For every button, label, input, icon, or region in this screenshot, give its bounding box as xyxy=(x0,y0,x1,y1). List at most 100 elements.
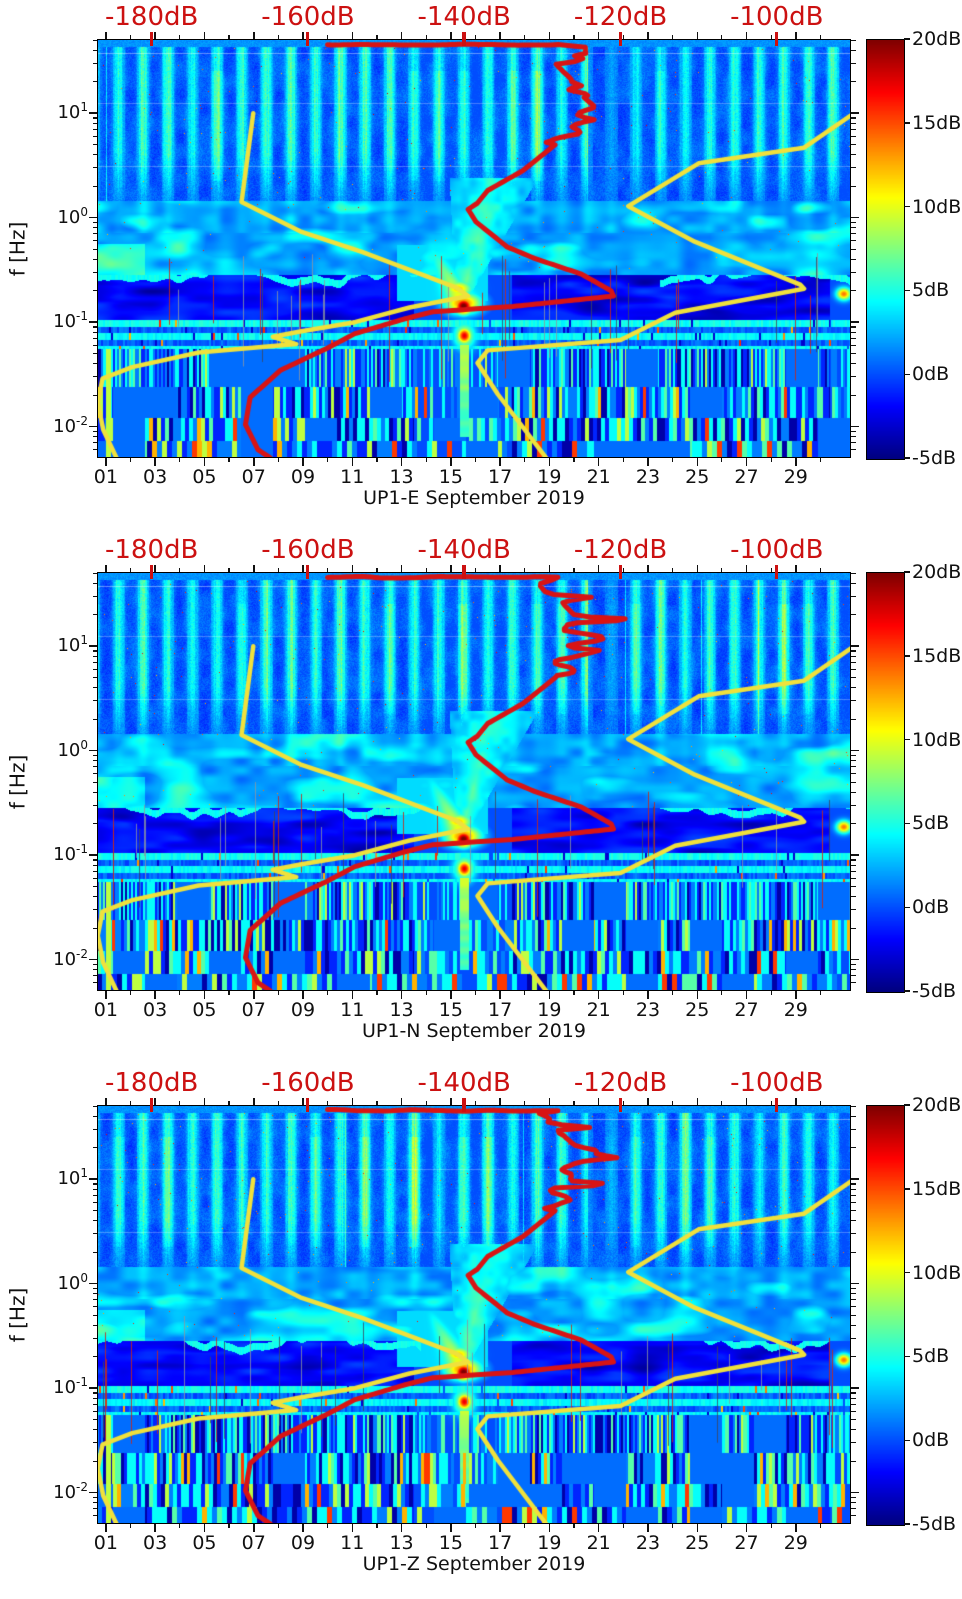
y-minor-tick-left xyxy=(92,823,97,825)
y-minor-tick-left xyxy=(92,877,97,879)
x-major-tick xyxy=(203,991,206,999)
y-minor-tick-left xyxy=(92,677,97,679)
colorbar-tick xyxy=(904,1439,910,1441)
y-minor-tick-right xyxy=(851,122,856,124)
x-minor-tick xyxy=(524,1524,526,1528)
panel-title: UP1-N September 2019 xyxy=(362,1020,586,1042)
x-major-tick-top xyxy=(154,1098,156,1105)
x-minor-tick xyxy=(376,1524,378,1528)
y-minor-tick-right xyxy=(851,344,856,346)
top-db-tick xyxy=(462,1098,466,1112)
colorbar-tick xyxy=(904,1188,910,1190)
y-minor-tick-right xyxy=(851,975,856,977)
x-major-tick xyxy=(548,1524,551,1532)
x-tick-label: 25 xyxy=(685,1532,710,1554)
x-minor-tick-top xyxy=(277,1101,279,1105)
y-minor-tick-right xyxy=(851,1233,856,1235)
top-db-label: -140dB xyxy=(417,1068,511,1098)
x-major-tick-top xyxy=(105,565,107,572)
y-minor-tick-right xyxy=(851,870,856,872)
y-minor-tick-left xyxy=(92,62,97,64)
x-tick-label: 21 xyxy=(586,999,611,1021)
y-minor-tick-left xyxy=(92,1410,97,1412)
x-tick-label: 29 xyxy=(783,999,808,1021)
y-major-tick-left xyxy=(89,645,97,647)
x-major-tick-top xyxy=(351,32,354,39)
x-tick-label: 23 xyxy=(635,466,661,488)
colorbar-label: 20dB xyxy=(912,1094,962,1116)
y-minor-tick-right xyxy=(851,687,856,689)
x-major-tick-top xyxy=(302,565,304,572)
colorbar-tick xyxy=(904,457,910,459)
y-minor-tick-left xyxy=(92,353,97,355)
x-major-tick xyxy=(745,1524,748,1532)
x-major-tick-top xyxy=(795,32,797,39)
y-minor-tick-right xyxy=(851,661,856,663)
y-minor-tick-right xyxy=(851,258,856,260)
x-major-tick xyxy=(795,1524,797,1532)
y-minor-tick-left xyxy=(92,700,97,702)
x-major-tick xyxy=(450,991,452,999)
y-minor-tick-right xyxy=(851,326,856,328)
x-minor-tick-top xyxy=(228,35,230,39)
x-minor-tick xyxy=(277,458,279,462)
y-minor-tick-right xyxy=(851,248,856,250)
y-minor-tick-left xyxy=(92,1293,97,1295)
y-minor-tick-left xyxy=(92,963,97,966)
y-minor-tick-left xyxy=(92,436,97,438)
x-minor-tick xyxy=(179,991,181,995)
top-db-tick xyxy=(305,565,310,579)
x-minor-tick-top xyxy=(721,35,723,39)
y-minor-tick-right xyxy=(851,227,856,229)
y-minor-tick-left xyxy=(92,896,97,898)
y-minor-tick-left xyxy=(92,1188,97,1190)
x-major-tick-top xyxy=(647,32,649,39)
y-minor-tick-right xyxy=(851,62,856,64)
x-major-tick xyxy=(696,458,699,466)
x-tick-label: 29 xyxy=(783,466,808,488)
x-major-tick xyxy=(154,991,156,999)
x-major-tick xyxy=(499,1524,501,1532)
y-minor-tick-left xyxy=(92,1442,97,1444)
x-major-tick xyxy=(253,458,255,466)
x-major-tick xyxy=(548,991,551,999)
x-minor-tick xyxy=(672,991,674,995)
top-db-tick xyxy=(305,1098,310,1112)
x-minor-tick xyxy=(622,1524,624,1528)
colorbar-tick xyxy=(904,289,910,292)
y-minor-tick-right xyxy=(851,221,856,224)
y-minor-tick-right xyxy=(851,754,856,757)
x-minor-tick xyxy=(376,458,378,462)
x-major-tick xyxy=(400,991,403,999)
colorbar-canvas xyxy=(866,1105,905,1526)
x-tick-label: 27 xyxy=(734,466,759,488)
y-minor-tick-right xyxy=(851,877,856,879)
x-minor-tick-top xyxy=(327,1101,329,1105)
x-minor-tick xyxy=(277,1524,279,1528)
y-minor-tick-left xyxy=(92,754,97,757)
x-tick-label: 23 xyxy=(635,1532,661,1554)
y-minor-tick-left xyxy=(92,1220,97,1222)
x-minor-tick xyxy=(573,1524,575,1528)
y-minor-tick-left xyxy=(92,167,97,169)
x-minor-tick xyxy=(129,991,132,995)
y-minor-tick-left xyxy=(92,1306,97,1308)
y-major-tick-left xyxy=(89,216,97,219)
x-minor-tick xyxy=(573,991,575,995)
y-major-tick-right xyxy=(851,1282,859,1285)
x-major-tick xyxy=(105,991,107,999)
colorbar-tick xyxy=(904,1271,910,1274)
y-minor-tick-left xyxy=(92,233,97,235)
y-minor-tick-right xyxy=(851,1183,856,1185)
y-minor-tick-right xyxy=(851,337,856,339)
x-tick-label: 17 xyxy=(488,1532,513,1554)
x-minor-tick-top xyxy=(376,568,378,572)
y-major-tick-left xyxy=(89,958,97,961)
y-minor-tick-right xyxy=(851,1403,856,1405)
y-minor-tick-left xyxy=(92,258,97,260)
x-tick-label: 03 xyxy=(143,1532,168,1554)
y-minor-tick-left xyxy=(92,1496,97,1499)
top-db-label: -100dB xyxy=(730,1068,824,1098)
x-minor-tick-top xyxy=(721,1101,723,1105)
colorbar-label: -5dB xyxy=(912,980,957,1002)
